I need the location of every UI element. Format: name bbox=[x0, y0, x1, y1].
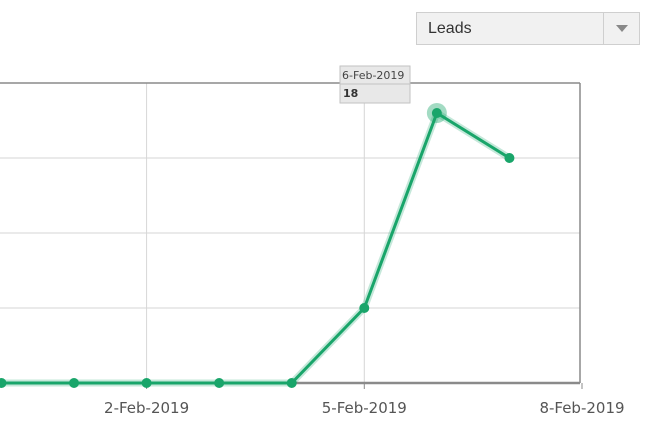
data-point bbox=[431, 108, 442, 118]
x-tick-label: 5-Feb-2019 bbox=[322, 399, 407, 417]
data-point bbox=[141, 378, 152, 388]
series-line bbox=[1, 111, 511, 385]
data-point bbox=[69, 378, 80, 388]
metric-select-value: Leads bbox=[428, 20, 472, 37]
data-point bbox=[504, 153, 515, 163]
tooltip-date: 6-Feb-2019 bbox=[342, 69, 404, 82]
data-point bbox=[286, 378, 297, 388]
series-line-shadow bbox=[1, 109, 512, 387]
hover-tooltip: 6-Feb-2019 18 bbox=[339, 65, 411, 104]
chevron-down-icon bbox=[615, 24, 628, 32]
data-point bbox=[214, 378, 225, 388]
x-tick-label: 2-Feb-2019 bbox=[104, 399, 189, 417]
x-tick-label: 8-Feb-2019 bbox=[539, 399, 624, 417]
metric-select[interactable]: Leads bbox=[416, 12, 640, 45]
data-point bbox=[0, 378, 7, 388]
tooltip-value: 18 bbox=[343, 87, 358, 100]
metric-select-arrow-button[interactable] bbox=[603, 13, 639, 44]
data-point bbox=[359, 303, 370, 313]
